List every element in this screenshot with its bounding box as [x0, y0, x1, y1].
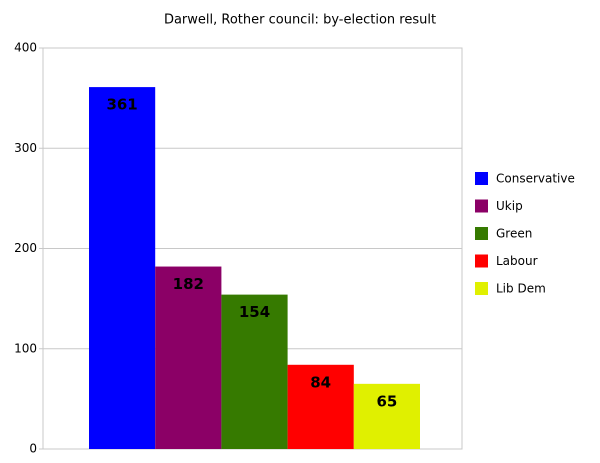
data-label: 182 [173, 275, 204, 293]
bar [287, 364, 354, 449]
legend-swatch [475, 199, 488, 213]
bar [221, 294, 288, 449]
legend-label: Ukip [496, 199, 523, 213]
legend-label: Labour [496, 254, 538, 268]
legend-label: Green [496, 227, 532, 241]
data-label: 154 [239, 303, 270, 321]
legend-label: Lib Dem [496, 282, 546, 296]
bar [353, 383, 420, 449]
y-tick-label: 0 [29, 442, 37, 456]
data-label: 84 [310, 373, 331, 391]
legend-swatch [475, 172, 488, 185]
y-tick-label: 400 [14, 41, 37, 55]
chart-title: Darwell, Rother council: by-election res… [164, 13, 436, 28]
legend-swatch [475, 254, 488, 268]
y-tick-label: 200 [14, 241, 37, 255]
legend-label: Conservative [496, 172, 575, 186]
legend-swatch [475, 227, 488, 240]
bar [155, 266, 222, 449]
bar [89, 87, 156, 449]
y-tick-label: 300 [14, 141, 37, 155]
data-label: 65 [376, 392, 397, 410]
legend-swatch [475, 282, 488, 295]
y-tick-label: 100 [14, 341, 37, 355]
data-label: 361 [106, 96, 137, 114]
